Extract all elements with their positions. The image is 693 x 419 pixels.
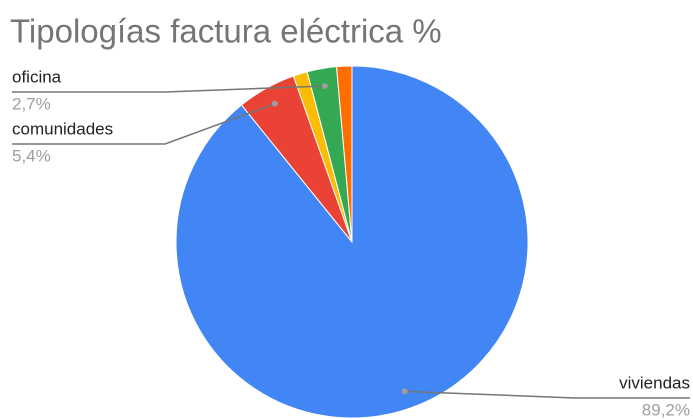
slice-value: 2,7% bbox=[12, 94, 51, 113]
leader-dot bbox=[321, 82, 328, 89]
leader-dot bbox=[401, 388, 408, 395]
chart-title: Tipologías factura eléctrica % bbox=[10, 13, 442, 50]
leader-line bbox=[12, 85, 325, 93]
slice-label: oficina bbox=[12, 67, 62, 86]
pie-slice bbox=[335, 65, 353, 243]
leader-line bbox=[404, 390, 690, 399]
slice-label: viviendas bbox=[619, 373, 690, 392]
slice-value: 5,4% bbox=[12, 146, 51, 165]
slice-label: comunidades bbox=[12, 119, 113, 138]
leader-dot bbox=[271, 100, 278, 107]
leader-line bbox=[12, 102, 276, 145]
slice-value: 89,2% bbox=[642, 400, 690, 419]
